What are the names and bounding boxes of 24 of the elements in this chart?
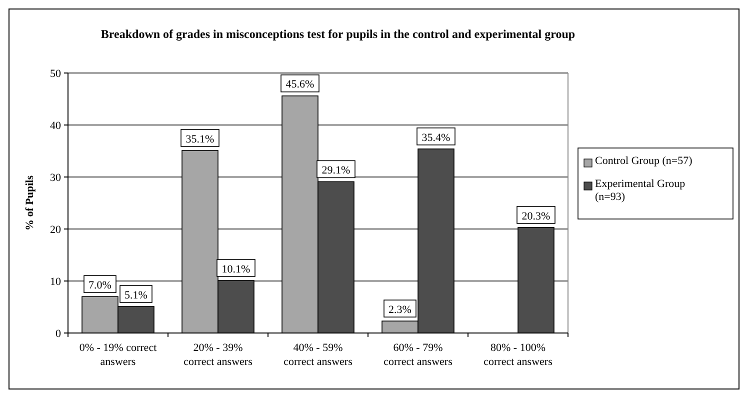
data-label: 35.4% [422, 132, 450, 144]
y-tick-label: 10 [50, 276, 62, 288]
data-label: 7.0% [88, 279, 112, 292]
data-label: 35.1% [186, 133, 214, 146]
data-label: 20.3% [522, 210, 550, 222]
x-tick-label: 20% - 39% correct answers [184, 342, 252, 368]
y-tick-label: 20 [50, 224, 62, 236]
y-tick-label: 50 [50, 68, 62, 80]
x-tick-label: 80% - 100% correct answers [484, 342, 552, 368]
x-tick-label: 0% - 19% correct answers [79, 342, 157, 368]
chart-title: Breakdown of grades in misconceptions test for pupils in the control and experimental group [100, 27, 576, 41]
x-tick-label: 40% - 59% correct answers [284, 342, 352, 368]
data-label: 45.6% [286, 78, 314, 91]
data-label: 2.3% [388, 304, 412, 316]
data-label: 10.1% [222, 263, 250, 276]
legend-label: Control Group (n=57) [595, 155, 693, 167]
y-tick-label: 40 [50, 120, 62, 132]
data-label: 29.1% [322, 164, 350, 177]
data-label: 5.1% [124, 289, 148, 302]
y-tick-label: 0 [56, 328, 62, 340]
x-tick-label: 60% - 79% correct answers [384, 342, 452, 368]
y-axis-title: % of Pupils [24, 174, 36, 231]
legend-label: Experimental Group (n=93) [595, 178, 686, 203]
y-tick-label: 30 [50, 172, 62, 184]
